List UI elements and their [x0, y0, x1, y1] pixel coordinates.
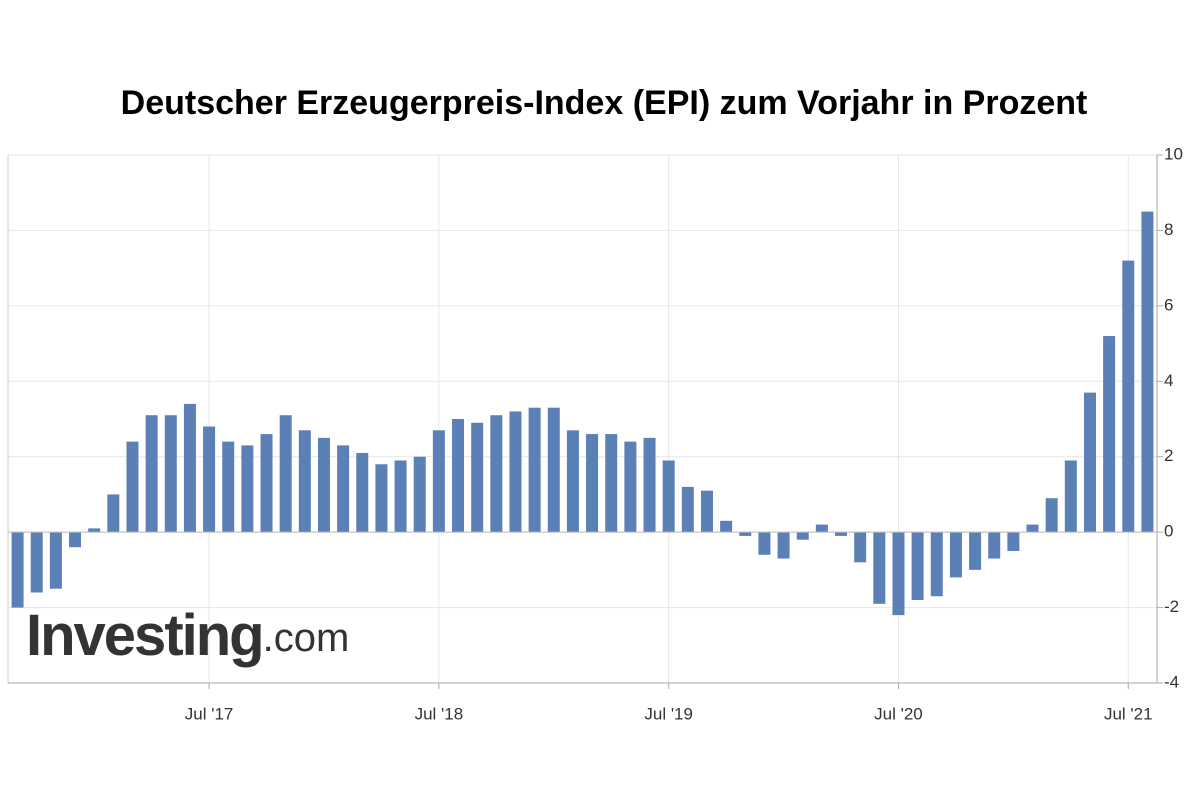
bar: [49, 532, 62, 589]
bar: [126, 441, 139, 533]
y-tick-label: -4: [1164, 672, 1179, 691]
bar: [1045, 498, 1058, 533]
bar: [471, 422, 484, 533]
bar: [337, 445, 350, 533]
watermark: Investing.com: [26, 603, 349, 668]
bar: [356, 452, 369, 533]
x-tick-label: Jul '19: [644, 704, 693, 723]
bar: [1026, 524, 1039, 533]
chart-title: Deutscher Erzeugerpreis-Index (EPI) zum …: [121, 84, 1088, 122]
y-tick-label: 4: [1164, 371, 1173, 390]
bar: [145, 415, 158, 533]
bar: [624, 441, 637, 533]
y-tick-label: 0: [1164, 522, 1173, 541]
bar: [164, 415, 177, 533]
y-tick-label: 2: [1164, 446, 1173, 465]
y-tick-label: -2: [1164, 597, 1179, 616]
bar: [1103, 336, 1116, 533]
x-tick-label: Jul '17: [185, 704, 234, 723]
x-tick-label: Jul '20: [874, 704, 923, 723]
y-tick-label: 8: [1164, 220, 1173, 239]
bar: [758, 532, 771, 555]
bar: [930, 532, 943, 597]
bar: [1064, 460, 1077, 533]
bar: [222, 441, 235, 533]
bar: [873, 532, 886, 604]
bar: [1122, 260, 1135, 533]
bar: [183, 403, 196, 533]
bar: [854, 532, 867, 563]
x-tick-label: Jul '18: [415, 704, 464, 723]
y-tick-label: 6: [1164, 295, 1173, 314]
bar: [566, 430, 579, 533]
bar: [1007, 532, 1020, 551]
bar: [241, 445, 254, 533]
bar: [432, 430, 445, 533]
bar: [700, 490, 713, 533]
bar: [490, 415, 503, 533]
bar: [1141, 211, 1154, 533]
bar: [796, 532, 809, 540]
bar: [107, 494, 120, 533]
bar: [892, 532, 905, 616]
bar: [11, 532, 24, 608]
bar: [949, 532, 962, 578]
bar: [605, 434, 618, 533]
bar: [777, 532, 790, 559]
bar: [317, 437, 330, 533]
bar: [662, 460, 675, 533]
bar: [815, 524, 828, 533]
bar: [911, 532, 924, 601]
bar: [988, 532, 1001, 559]
bar: [586, 434, 599, 533]
bar: [681, 486, 694, 533]
bar: [547, 407, 560, 533]
bar: [413, 456, 426, 533]
bar: [88, 528, 101, 533]
bar: [643, 437, 656, 533]
bar: [203, 426, 216, 533]
bar: [835, 532, 848, 536]
x-tick-label: Jul '21: [1104, 704, 1153, 723]
bar: [375, 464, 388, 533]
watermark-brand: Investing: [26, 603, 263, 668]
bar: [30, 532, 43, 593]
bar: [69, 532, 82, 548]
bar: [720, 520, 733, 533]
bar: [1083, 392, 1096, 533]
bar: [739, 532, 752, 536]
y-tick-label: 10: [1164, 144, 1183, 163]
watermark-domain: .com: [263, 616, 350, 660]
bar: [452, 419, 465, 533]
bar: [298, 430, 311, 533]
bar: [394, 460, 407, 533]
bar: [509, 411, 522, 533]
bar: [279, 415, 292, 533]
bar: [969, 532, 982, 570]
bar: [528, 407, 541, 533]
bar: [260, 434, 273, 533]
